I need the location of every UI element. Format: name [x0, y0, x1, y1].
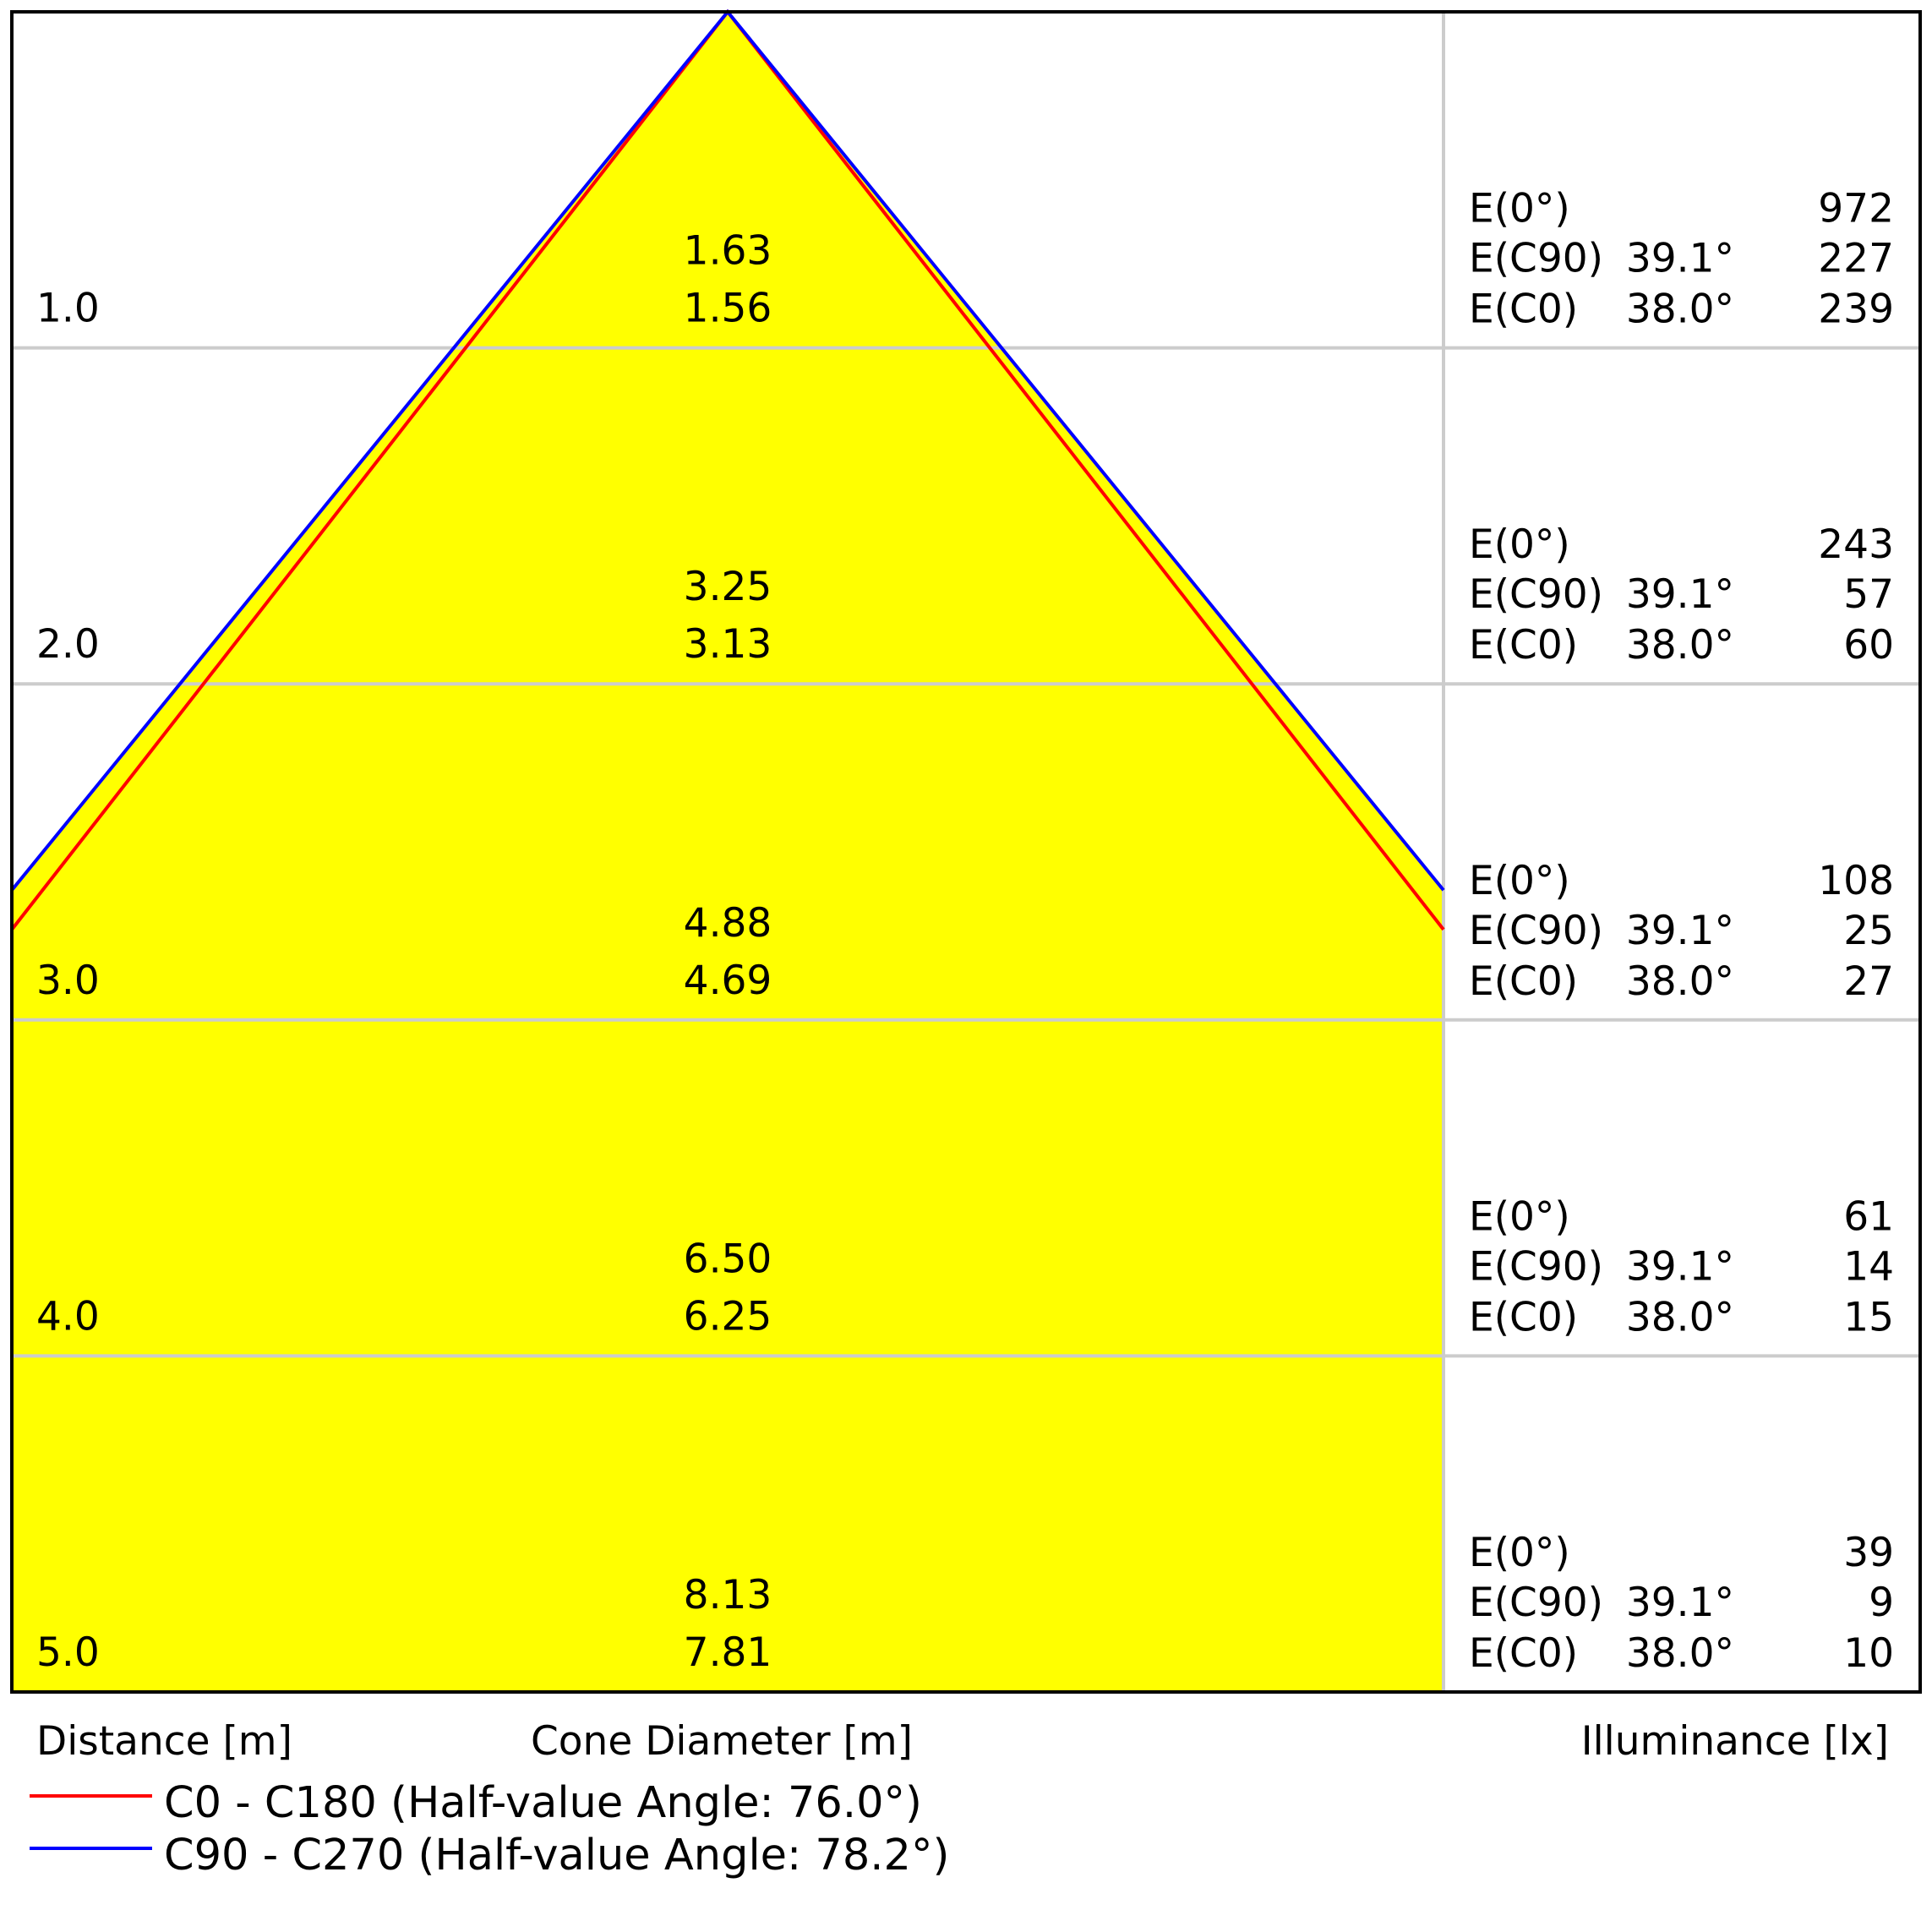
labels-layer: 1.0 1.63 1.56 E(0°) 972 E(C90) 39.1° 227 E(C0) 38…	[36, 186, 1894, 1677]
illuminance-value-e0: 243	[1818, 521, 1894, 568]
illuminance-row-label-e0: E(0°)	[1469, 1193, 1570, 1240]
diameter-label-c0-c180: 6.25	[684, 1293, 772, 1340]
x-axis-title: Cone Diameter [m]	[531, 1718, 913, 1765]
diameter-label-c0-c180: 3.13	[684, 621, 772, 668]
illuminance-row-label-e0: E(0°)	[1469, 1530, 1570, 1576]
diameter-label-c90-c270: 8.13	[684, 1572, 772, 1618]
illuminance-angle-ec0: 38.0°	[1626, 622, 1734, 669]
grid-layer	[12, 12, 1920, 1692]
distance-label: 2.0	[36, 621, 100, 668]
illuminance-row-label-ec0: E(C0)	[1469, 287, 1578, 333]
illuminance-value-ec0: 15	[1843, 1294, 1894, 1340]
illuminance-angle-ec0: 38.0°	[1626, 1294, 1734, 1340]
plot-frame	[10, 10, 1922, 1694]
diameter-label-c0-c180: 1.56	[684, 286, 772, 332]
illuminance-value-ec0: 239	[1818, 287, 1894, 333]
illuminance-value-ec0: 10	[1843, 1630, 1894, 1677]
diameter-label-c90-c270: 3.25	[684, 564, 772, 610]
legend-label-c0-c180: C0 - C180 (Half-value Angle: 76.0°)	[164, 1778, 922, 1828]
illuminance-angle-ec90: 39.1°	[1626, 1580, 1734, 1626]
illuminance-angle-ec0: 38.0°	[1626, 287, 1734, 333]
illuminance-row-label-e0: E(0°)	[1469, 521, 1570, 568]
illuminance-row-label-ec0: E(C0)	[1469, 1630, 1578, 1677]
illuminance-value-e0: 972	[1818, 186, 1894, 232]
illuminance-value-ec90: 9	[1869, 1580, 1894, 1626]
illuminance-angle-ec90: 39.1°	[1626, 236, 1734, 282]
diameter-label-c0-c180: 4.69	[684, 958, 772, 1004]
cone-fill-layer	[12, 12, 1444, 1692]
illuminance-value-ec0: 60	[1843, 622, 1894, 669]
illuminance-row-label-e0: E(0°)	[1469, 858, 1570, 904]
illuminance-row-label-e0: E(0°)	[1469, 186, 1570, 232]
illuminance-axis-title: Illuminance [lx]	[1581, 1718, 1889, 1765]
illuminance-value-ec90: 14	[1843, 1243, 1894, 1290]
legend-label-c90-c270: C90 - C270 (Half-value Angle: 78.2°)	[164, 1831, 949, 1880]
illuminance-angle-ec0: 38.0°	[1626, 1630, 1734, 1677]
illuminance-value-ec90: 227	[1818, 236, 1894, 282]
illuminance-angle-ec90: 39.1°	[1626, 571, 1734, 618]
distance-label: 3.0	[36, 958, 100, 1004]
distance-label: 4.0	[36, 1293, 100, 1340]
illuminance-value-e0: 61	[1843, 1193, 1894, 1240]
distance-label: 5.0	[36, 1629, 100, 1676]
illuminance-row-label-ec0: E(C0)	[1469, 958, 1578, 1005]
illuminance-row-label-ec90: E(C90)	[1469, 236, 1603, 282]
illuminance-angle-ec90: 39.1°	[1626, 1243, 1734, 1290]
illuminance-value-ec90: 57	[1843, 571, 1894, 618]
illuminance-row-label-ec90: E(C90)	[1469, 571, 1603, 618]
diameter-label-c90-c270: 6.50	[684, 1236, 772, 1282]
illuminance-value-e0: 39	[1843, 1530, 1894, 1576]
diameter-label-c0-c180: 7.81	[684, 1629, 772, 1676]
illuminance-row-label-ec0: E(C0)	[1469, 622, 1578, 669]
diameter-label-c90-c270: 1.63	[684, 228, 772, 275]
cone-fill	[12, 12, 1444, 1692]
illuminance-angle-ec90: 39.1°	[1626, 908, 1734, 954]
distance-label: 1.0	[36, 286, 100, 332]
y-axis-title: Distance [m]	[36, 1718, 292, 1765]
illuminance-row-label-ec90: E(C90)	[1469, 1580, 1603, 1626]
illuminance-row-label-ec90: E(C90)	[1469, 908, 1603, 954]
illuminance-angle-ec0: 38.0°	[1626, 958, 1734, 1005]
illuminance-row-label-ec0: E(C0)	[1469, 1294, 1578, 1340]
illuminance-value-ec90: 25	[1843, 908, 1894, 954]
diameter-label-c90-c270: 4.88	[684, 900, 772, 947]
illuminance-value-e0: 108	[1818, 858, 1894, 904]
illuminance-value-ec0: 27	[1843, 958, 1894, 1005]
illuminance-row-label-ec90: E(C90)	[1469, 1243, 1603, 1290]
